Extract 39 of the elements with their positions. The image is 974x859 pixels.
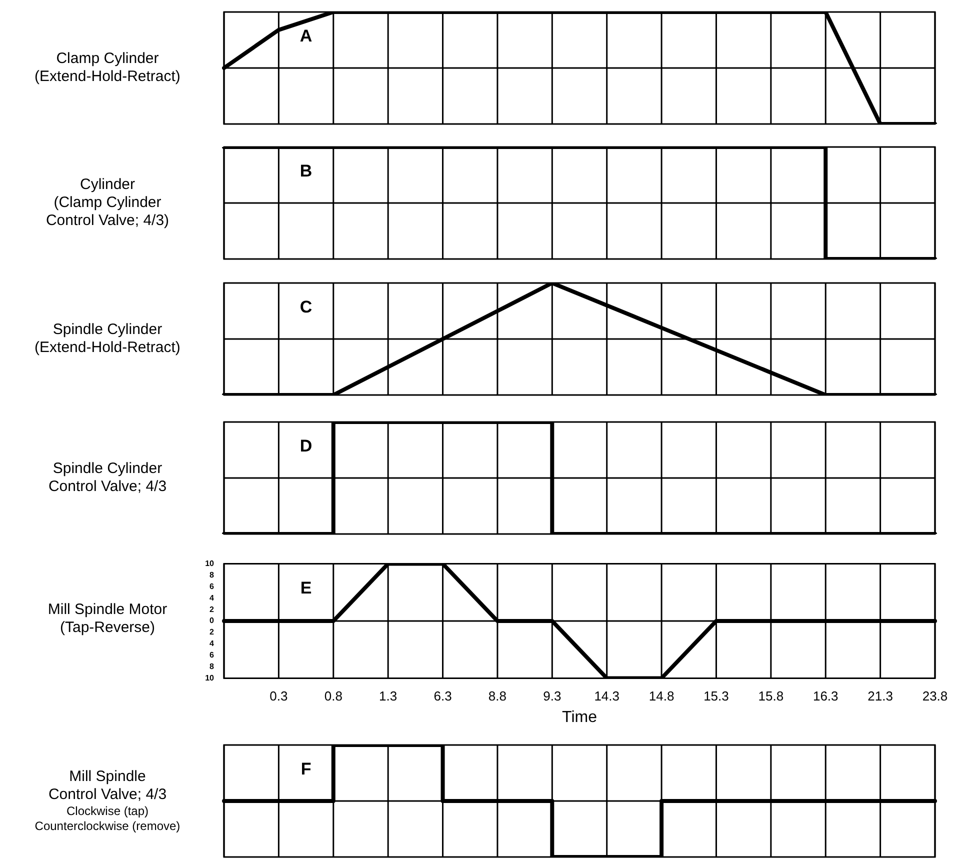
x-tick-label: 14.3 xyxy=(594,688,620,704)
x-tick-label: 0.8 xyxy=(324,688,342,704)
x-tick-label: 0.3 xyxy=(270,688,288,704)
y-axis-title: Spindle Cylinder (Extend-Hold-Retract) xyxy=(34,321,180,357)
x-tick-label: 6.3 xyxy=(434,688,452,704)
annotation: E xyxy=(300,578,312,598)
y-axis-title: Mill Spindle Control Valve; 4/3 xyxy=(48,768,167,804)
y-axis-title: Spindle Cylinder Control Valve; 4/3 xyxy=(48,460,167,496)
y-tick-label: 6 xyxy=(210,650,215,660)
annotation: F xyxy=(300,759,312,778)
y-tick-label: 8 xyxy=(210,570,215,580)
y-axis-title: Cylinder (Clamp Cylinder Control Valve; 4/3) xyxy=(46,176,170,230)
y-tick-label: 2 xyxy=(210,604,215,614)
x-tick-label: 9.3 xyxy=(543,688,562,704)
annotation: D xyxy=(300,436,312,456)
y-tick-label: 8 xyxy=(210,662,215,671)
x-tick-label: 15.3 xyxy=(704,688,729,704)
y-tick-label: 4 xyxy=(210,639,215,648)
x-tick-label: 23.8 xyxy=(922,688,948,704)
x-tick-label: 16.3 xyxy=(812,688,838,704)
annotation: C xyxy=(300,297,312,316)
y-tick-label: 10 xyxy=(205,673,215,682)
x-tick-label: 21.3 xyxy=(868,688,893,704)
y-tick-label: 0 xyxy=(210,616,215,626)
x-tick-label: 15.8 xyxy=(758,688,784,704)
y-tick-label: 10 xyxy=(205,559,215,568)
annotation: A xyxy=(300,26,312,46)
y-tick-label: 6 xyxy=(210,582,215,591)
annotation: B xyxy=(300,161,312,180)
y-axis-title: Mill Spindle Motor (Tap-Reverse) xyxy=(48,601,168,637)
x-axis-title: Time xyxy=(562,708,598,726)
text: Counterclockwise (remove) xyxy=(34,819,180,834)
text: Clockwise (tap) xyxy=(66,804,149,819)
x-tick-label: 8.8 xyxy=(488,688,506,704)
x-tick-label: 14.8 xyxy=(648,688,674,704)
y-tick-label: 2 xyxy=(210,628,215,637)
y-tick-label: 4 xyxy=(210,593,215,602)
y-axis-title: Clamp Cylinder (Extend-Hold-Retract) xyxy=(34,50,180,86)
x-tick-label: 1.3 xyxy=(379,688,398,704)
